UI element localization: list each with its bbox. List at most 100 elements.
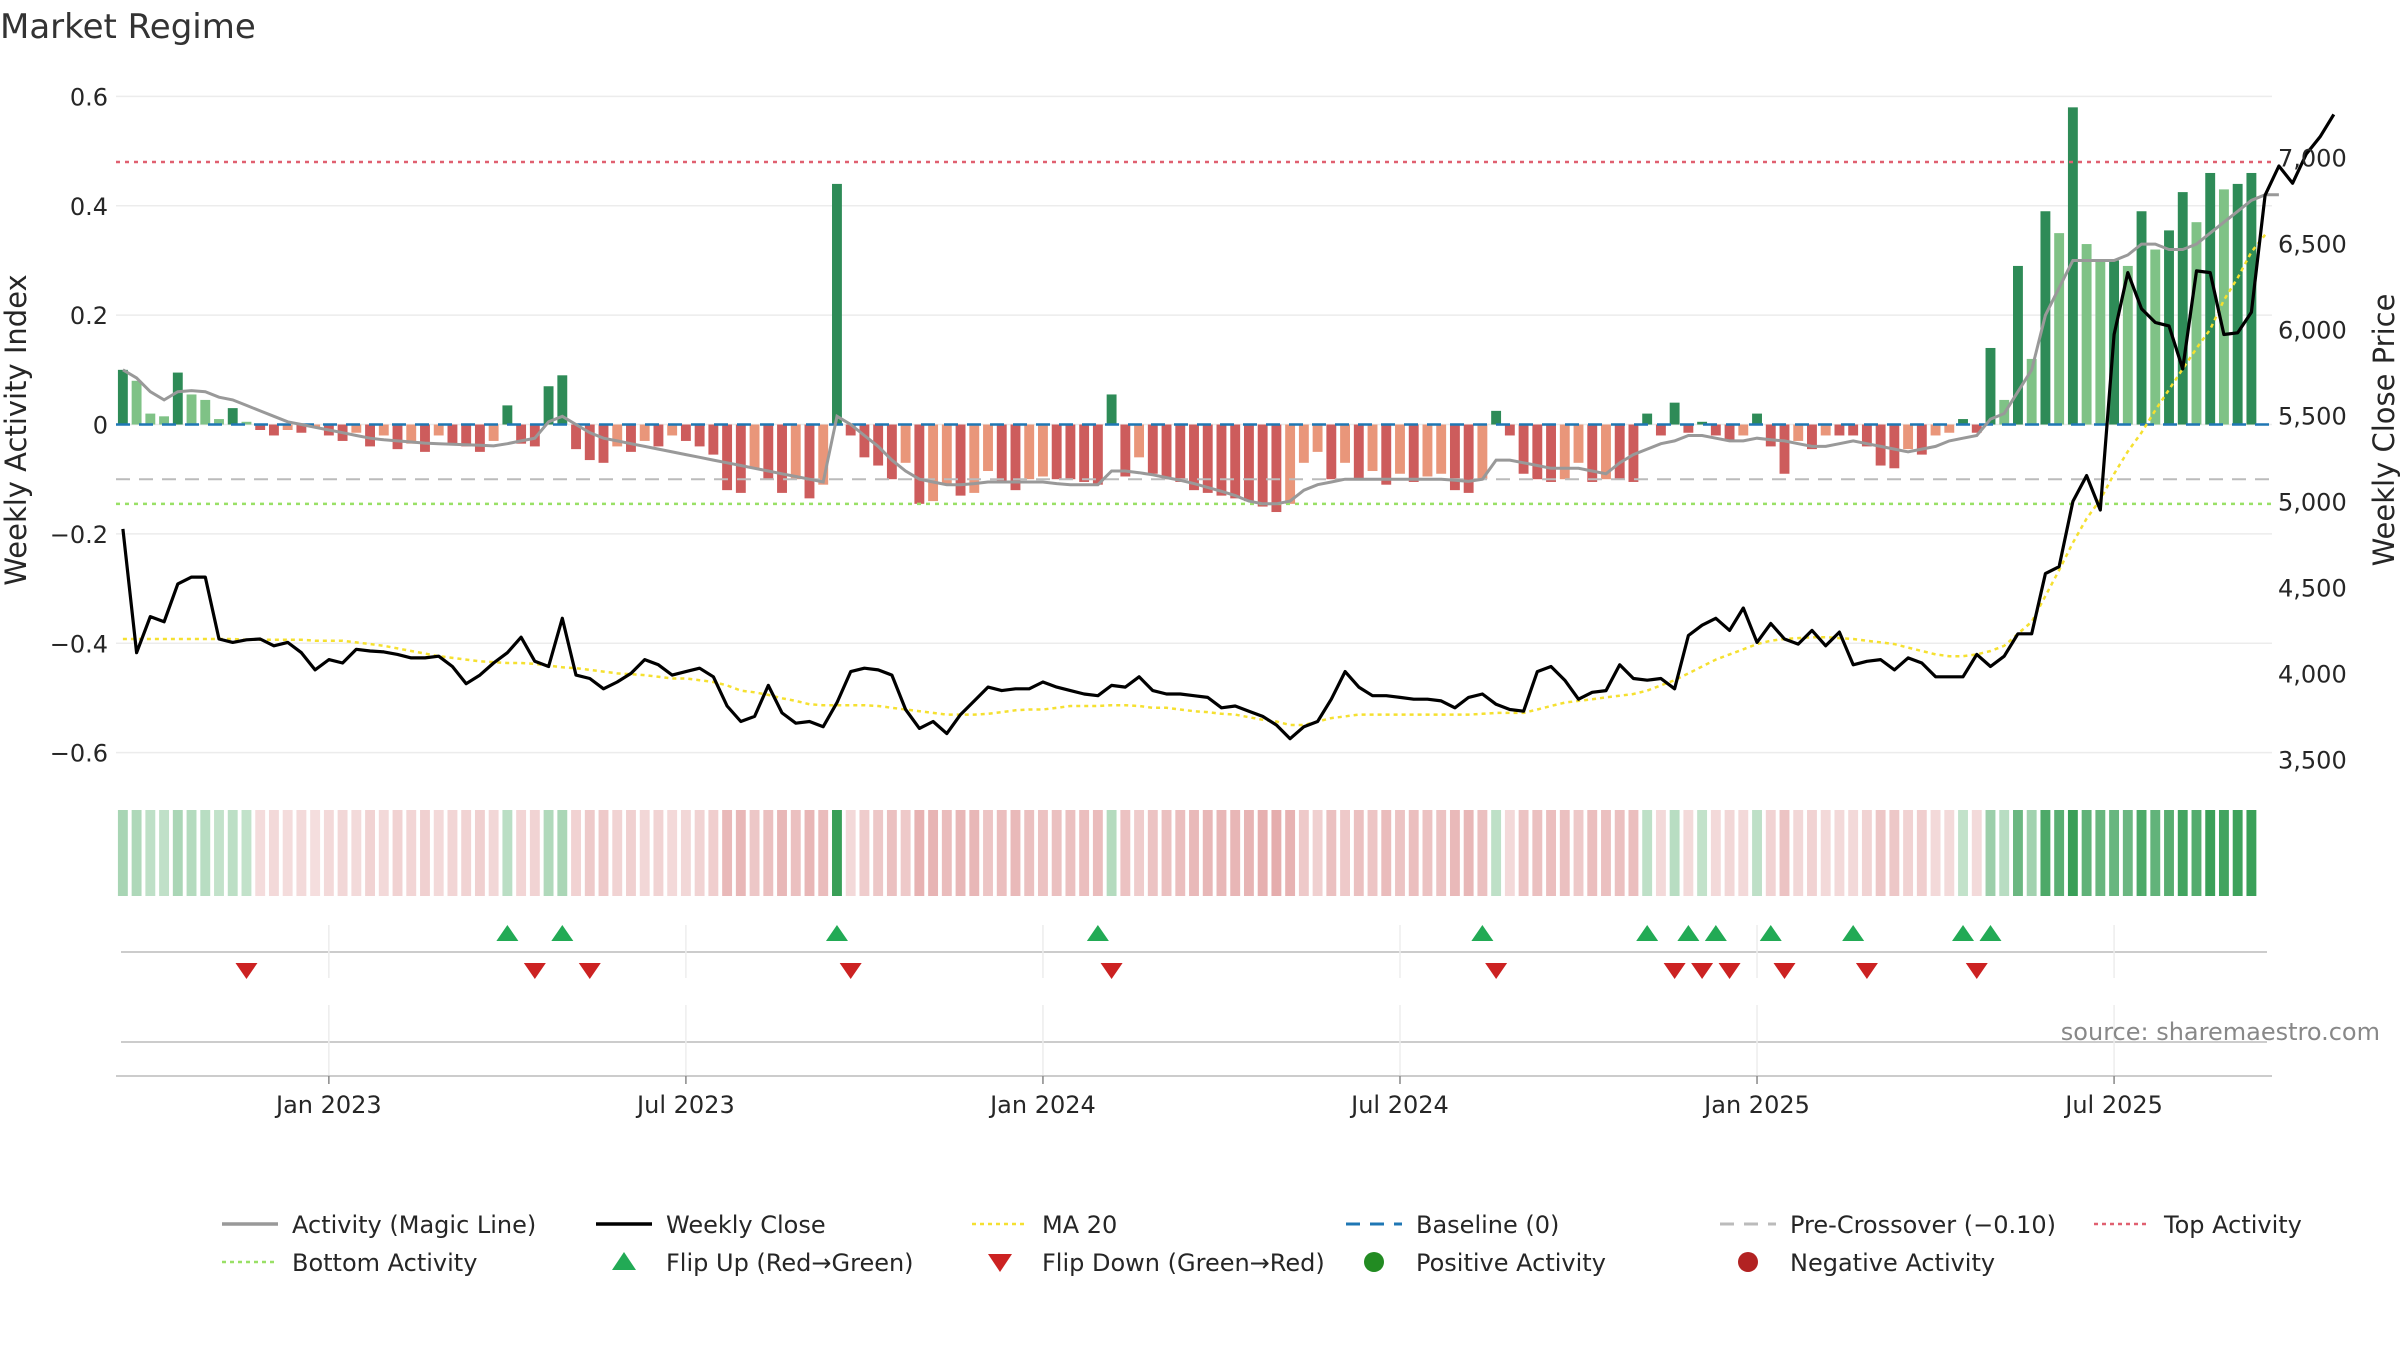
activity-bar [1683, 424, 1694, 433]
regime-cell [365, 810, 375, 896]
regime-cell [1601, 810, 1611, 896]
series-lines [121, 113, 2336, 741]
regime-cell [1243, 810, 1254, 896]
activity-bar [845, 424, 856, 436]
regime-cell [1697, 810, 1708, 896]
activity-bar [241, 421, 252, 425]
x-tick-label: Jan 2023 [274, 1091, 382, 1119]
regime-cell [268, 810, 279, 896]
regime-cell [1491, 810, 1502, 896]
y-tick-label: −0.2 [50, 521, 108, 549]
flip-down-marker [1100, 963, 1123, 979]
activity-bar [914, 424, 925, 504]
flip-down-marker [1855, 963, 1878, 979]
regime-heat-strip [117, 810, 2257, 896]
regime-cell [241, 810, 252, 896]
regime-cell [296, 810, 307, 896]
regime-cell [1189, 810, 1199, 896]
regime-cell [1037, 810, 1048, 896]
activity-bar [1243, 424, 1254, 502]
activity-bar [2026, 358, 2037, 425]
regime-cell [392, 810, 403, 896]
y-tick-label: 0.4 [70, 193, 108, 221]
regime-cell [1395, 810, 1405, 896]
activity-bar [708, 424, 719, 455]
regime-cell [1147, 810, 1158, 896]
activity-bar [145, 413, 156, 425]
activity-bar [557, 375, 568, 425]
regime-cell [2205, 810, 2216, 896]
flip-up-marker [1086, 925, 1109, 941]
activity-bar [1614, 424, 1625, 480]
activity-bar [2095, 260, 2106, 425]
y-axis-ticks: 0.6 0.4 0.2 0 −0.2 −0.4 −0.6 [50, 83, 108, 767]
flip-down-marker [1663, 963, 1686, 979]
activity-bar [255, 424, 266, 430]
regime-cell [612, 810, 623, 896]
legend-item: Flip Up (Red→Green) [612, 1249, 914, 1277]
regime-cell [433, 810, 444, 896]
activity-bar [172, 372, 183, 425]
legend-label: Positive Activity [1416, 1249, 1606, 1277]
regime-cell [2095, 810, 2106, 896]
y2-tick-label: 5,000 [2278, 488, 2347, 516]
flip-up-marker [1704, 925, 1727, 941]
y2-tick-label: 6,500 [2278, 230, 2347, 258]
regime-cell [1079, 810, 1090, 896]
flip-down-marker [1691, 963, 1714, 979]
activity-bar [1848, 424, 1859, 436]
activity-bar [516, 424, 527, 444]
regime-cell [1820, 810, 1831, 896]
regime-cell [145, 810, 156, 896]
regime-cell [1120, 810, 1131, 896]
bottom-panel [116, 1005, 2272, 1077]
regime-cell [172, 810, 183, 896]
regime-cell [1834, 810, 1845, 896]
regime-cell [1449, 810, 1460, 896]
x-tick-label: Jul 2023 [635, 1091, 735, 1119]
flip-down-marker [578, 963, 601, 979]
flip-down-marker [1485, 963, 1508, 979]
activity-bar [227, 408, 238, 425]
regime-cell [447, 810, 458, 896]
regime-cell [1367, 810, 1378, 896]
regime-cell [1216, 810, 1227, 896]
regime-cell [1971, 810, 1982, 896]
y2-tick-label: 6,000 [2278, 316, 2347, 344]
flip-down-marker [235, 963, 258, 979]
regime-cell [255, 810, 266, 896]
activity-bar [639, 424, 650, 441]
x-tick-label: Jan 2024 [988, 1091, 1096, 1119]
legend-label: Weekly Close [666, 1211, 826, 1239]
activity-bar [117, 369, 128, 425]
reference-lines [116, 160, 2272, 506]
source-note: source: sharemaestro.com [2061, 1018, 2380, 1046]
y-tick-label: 0 [93, 412, 108, 440]
y-tick-label: −0.4 [50, 630, 108, 658]
activity-bar [1051, 424, 1062, 480]
regime-cell [626, 810, 636, 896]
regime-cell [420, 810, 430, 896]
regime-cell [200, 810, 211, 896]
activity-bar [1120, 424, 1131, 477]
activity-bar [804, 424, 815, 499]
activity-bar [2136, 211, 2147, 425]
activity-bar [1463, 424, 1474, 493]
regime-cell [790, 810, 801, 896]
activity-bar [722, 424, 733, 491]
regime-cell [2232, 810, 2243, 896]
flip-down-marker [1773, 963, 1796, 979]
legend-label: Activity (Magic Line) [292, 1211, 536, 1239]
regime-cell [1312, 810, 1323, 896]
activity-bar [1298, 424, 1309, 463]
activity-bar [1724, 424, 1735, 441]
activity-bar [2013, 265, 2023, 425]
activity-bar [1559, 424, 1570, 480]
legend-item: Flip Down (Green→Red) [988, 1249, 1325, 1277]
activity-bar [1408, 424, 1419, 482]
activity-bar [777, 424, 787, 493]
regime-cell [2177, 810, 2188, 896]
regime-cell [1765, 810, 1776, 896]
regime-cell [1669, 810, 1680, 896]
regime-cell [1381, 810, 1392, 896]
